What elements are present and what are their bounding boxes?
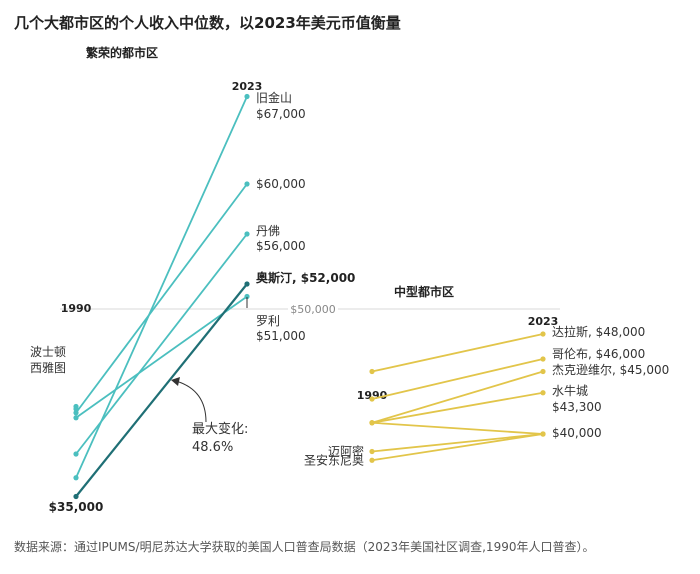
series-start-label: 圣安东尼奥	[304, 452, 364, 467]
series-start-point	[73, 410, 79, 416]
series-end-label: $67,000	[256, 107, 306, 121]
panel-title: 中型都市区	[394, 284, 454, 299]
series-line	[75, 233, 248, 455]
series-end-point	[540, 390, 546, 396]
series-line	[371, 370, 544, 424]
series-start-label: $35,000	[49, 500, 104, 514]
year-label-start: 1990	[61, 302, 92, 315]
left-city-label: 西雅图	[30, 360, 66, 375]
series-end-label: $43,300	[552, 400, 602, 414]
annotation-text: 48.6%	[192, 440, 233, 455]
series-end-label: 杰克逊维尔, $45,000	[552, 362, 669, 377]
series-start-label: 迈阿密	[328, 444, 364, 459]
series-start-point	[369, 396, 375, 402]
series-end-label: $56,000	[256, 239, 306, 253]
series-start-point	[73, 475, 79, 481]
series-start-point	[369, 448, 375, 455]
series-line	[75, 283, 248, 498]
left-city-label: 波士顿	[30, 345, 66, 359]
series-end-label: 丹佛	[256, 224, 280, 238]
series-line	[371, 421, 544, 435]
series-line	[75, 96, 248, 479]
series-line	[371, 433, 544, 462]
series-end-label: 水牛城	[552, 383, 588, 398]
annotation-arrow	[175, 380, 207, 423]
series-line	[75, 295, 248, 419]
series-end-label: 达拉斯, $48,000	[552, 324, 645, 339]
panel-title: 繁荣的都市区	[86, 45, 158, 60]
series-end-point	[244, 231, 250, 237]
series-end-label: $51,000	[256, 329, 306, 343]
year-label-end: 2023	[528, 315, 559, 328]
series-end-point	[540, 356, 546, 362]
series-end-point	[540, 331, 546, 337]
series-end-point	[244, 181, 250, 187]
series-line	[371, 333, 544, 373]
year-label-start: 1990	[357, 389, 388, 402]
series-end-point	[540, 368, 546, 375]
source-note: 数据来源：通过IPUMS/明尼苏达大学获取的美国人口普查局数据（2023年美国社…	[14, 540, 595, 554]
series-start-point	[369, 457, 375, 463]
annotation-text: 最大变化:	[192, 421, 248, 437]
series-start-point	[369, 420, 375, 426]
series-end-label: $60,000	[256, 177, 306, 191]
chart-title: 几个大都市区的个人收入中位数，以2023年美元币值衡量	[14, 14, 401, 32]
series-end-label: 罗利	[256, 314, 280, 328]
series-start-point	[73, 493, 79, 500]
series-end-label: 哥伦布, $46,000	[552, 346, 645, 361]
series-start-point	[73, 406, 79, 412]
series-end-point	[244, 281, 250, 287]
series-end-point	[244, 293, 250, 300]
series-line	[371, 358, 544, 400]
series-start-point	[369, 368, 375, 375]
series-line	[75, 183, 248, 414]
series-end-label: $40,000	[552, 426, 602, 440]
series-line	[371, 391, 544, 424]
year-label-end: 2023	[232, 80, 263, 93]
series-end-label: 旧金山	[256, 90, 292, 105]
series-end-point	[244, 93, 250, 100]
series-start-point	[73, 415, 79, 421]
series-start-point	[73, 451, 79, 457]
annotation-arrowhead	[171, 377, 180, 386]
series-line	[371, 433, 544, 453]
series-end-label: 奥斯汀, $52,000	[256, 270, 355, 285]
reference-label: $50,000	[290, 303, 336, 316]
series-end-point	[540, 431, 546, 437]
